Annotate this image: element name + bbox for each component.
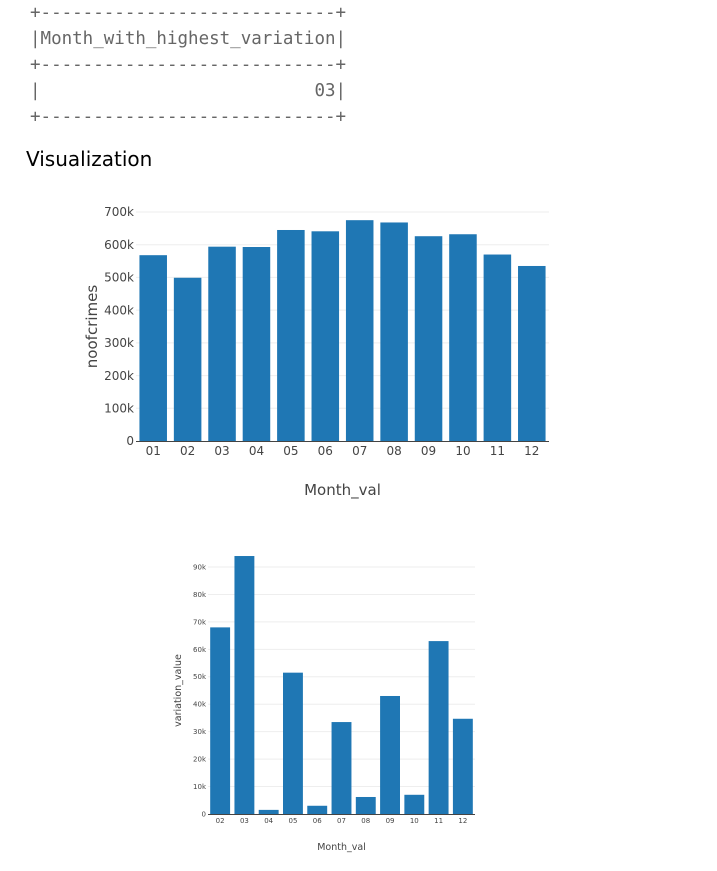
- x-tick-label: 12: [458, 817, 467, 825]
- bar: [414, 236, 443, 441]
- y-tick-label: 700k: [104, 205, 134, 219]
- y-tick-label: 80k: [193, 591, 207, 599]
- bar: [242, 247, 271, 441]
- bar: [345, 220, 374, 441]
- y-tick-label: 500k: [104, 271, 134, 285]
- bar: [208, 246, 236, 441]
- y-tick-label: 30k: [193, 728, 207, 736]
- x-tick-label: 12: [524, 444, 539, 458]
- bar: [307, 805, 328, 814]
- x-tick-label: 10: [455, 444, 470, 458]
- bar: [277, 229, 305, 441]
- table-value: | 03|: [30, 81, 347, 101]
- bar: [139, 255, 167, 441]
- x-tick-label: 03: [240, 817, 249, 825]
- y-tick-label: 20k: [193, 756, 207, 764]
- x-tick-label: 07: [352, 444, 367, 458]
- y-tick-label: 40k: [193, 701, 207, 709]
- bar: [518, 265, 546, 441]
- x-tick-label: 05: [288, 817, 297, 825]
- x-tick-label: 10: [410, 817, 419, 825]
- output-table: +----------------------------+ |Month_wi…: [30, 0, 346, 130]
- x-tick-label: 06: [313, 817, 322, 825]
- x-tick-label: 04: [249, 444, 264, 458]
- x-tick-label: 09: [386, 817, 395, 825]
- bar: [483, 254, 512, 441]
- y-tick-label: 10k: [193, 783, 207, 791]
- x-tick-label: 03: [214, 444, 229, 458]
- bar: [404, 794, 425, 814]
- bar: [331, 722, 352, 814]
- x-axis-label: Month_val: [304, 481, 381, 500]
- x-tick-label: 02: [216, 817, 225, 825]
- y-tick-label: 200k: [104, 369, 134, 383]
- x-tick-label: 02: [180, 444, 195, 458]
- x-tick-label: 07: [337, 817, 346, 825]
- section-heading: Visualization: [26, 147, 153, 171]
- x-tick-label: 05: [283, 444, 298, 458]
- y-tick-label: 100k: [104, 401, 134, 415]
- y-tick-label: 90k: [193, 563, 207, 571]
- y-tick-label: 50k: [193, 673, 207, 681]
- x-tick-label: 11: [434, 817, 443, 825]
- bar: [173, 277, 202, 441]
- x-tick-label: 08: [361, 817, 370, 825]
- bar: [380, 222, 408, 441]
- y-tick-label: 0: [202, 810, 206, 818]
- bar: [311, 231, 340, 441]
- bar: [452, 718, 473, 814]
- x-tick-label: 04: [264, 817, 273, 825]
- y-tick-label: 400k: [104, 303, 134, 317]
- bar: [234, 556, 255, 814]
- x-axis-label: Month_val: [317, 842, 366, 853]
- bar: [210, 627, 231, 814]
- y-tick-label: 0: [126, 434, 134, 448]
- bar: [428, 641, 449, 814]
- x-tick-label: 09: [421, 444, 436, 458]
- bar: [355, 796, 376, 814]
- table-border-mid: +----------------------------+: [30, 55, 347, 75]
- y-tick-label: 600k: [104, 238, 134, 252]
- bar: [380, 695, 400, 814]
- bar: [258, 809, 279, 814]
- x-tick-label: 11: [490, 444, 505, 458]
- bar: [283, 672, 303, 814]
- table-header: |Month_with_highest_variation|: [30, 29, 347, 49]
- table-border-top: +----------------------------+: [30, 3, 347, 23]
- y-tick-label: 300k: [104, 336, 134, 350]
- x-tick-label: 08: [386, 444, 401, 458]
- x-tick-label: 06: [318, 444, 333, 458]
- x-tick-label: 01: [146, 444, 161, 458]
- y-tick-label: 60k: [193, 646, 207, 654]
- bar: [449, 234, 477, 441]
- y-tick-label: 70k: [193, 618, 207, 626]
- y-axis-label: variation_value: [173, 654, 184, 727]
- table-border-bottom: +----------------------------+: [30, 107, 347, 127]
- y-axis-label: noofcrimes: [83, 285, 101, 369]
